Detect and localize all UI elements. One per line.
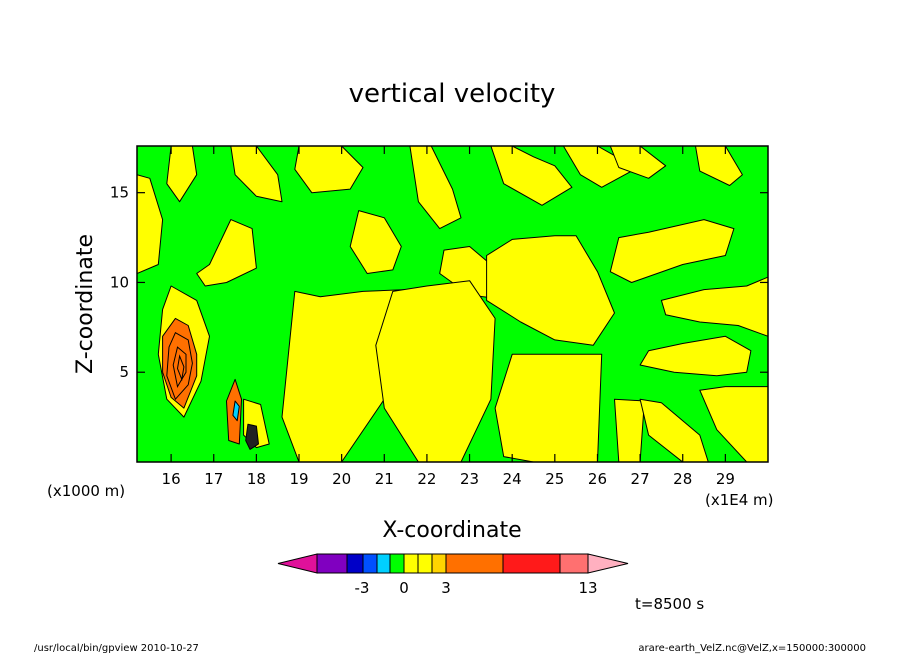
y-tick-label: 5 bbox=[119, 363, 129, 381]
contour-region-17 bbox=[486, 235, 615, 346]
contour-line-3 bbox=[176, 354, 185, 382]
x-tick-label: 25 bbox=[545, 470, 564, 488]
plot-frame bbox=[136, 145, 769, 463]
colorbar-box bbox=[403, 553, 419, 574]
x-tick-label: 18 bbox=[247, 470, 266, 488]
contour-region-28 bbox=[609, 146, 667, 179]
contour-line-1 bbox=[166, 331, 193, 401]
x-tick-label: 20 bbox=[332, 470, 351, 488]
contour-region-18 bbox=[494, 353, 603, 462]
colorbar-label: 0 bbox=[399, 579, 409, 597]
colorbar-upper-extension bbox=[587, 553, 629, 574]
y-axis-label: Z-coordinate bbox=[73, 234, 98, 374]
y-axis-ticks: 5 10 15 bbox=[110, 184, 768, 381]
contour-region-25 bbox=[699, 386, 768, 462]
colorbar-box bbox=[362, 553, 378, 574]
chart-title: vertical velocity bbox=[349, 79, 556, 109]
contour-region-27 bbox=[695, 146, 743, 186]
y-tick-label: 10 bbox=[110, 273, 129, 291]
colorbar-box bbox=[417, 553, 433, 574]
colorbar-box bbox=[316, 553, 348, 574]
contour-region-11 bbox=[294, 146, 364, 194]
colorbar-label: 13 bbox=[578, 579, 597, 597]
colorbar-label: 3 bbox=[441, 579, 451, 597]
x-tick-label: 26 bbox=[588, 470, 607, 488]
x-tick-label: 27 bbox=[631, 470, 650, 488]
contour-region-23 bbox=[660, 276, 768, 337]
contour-region-22 bbox=[609, 219, 735, 283]
contour-region-10 bbox=[230, 146, 283, 203]
colorbar-box bbox=[346, 553, 364, 574]
x-tick-label: 21 bbox=[375, 470, 394, 488]
contour-regions bbox=[137, 146, 768, 462]
contour-region-19 bbox=[614, 398, 645, 462]
colorbar-box bbox=[431, 553, 447, 574]
contour-region-9 bbox=[166, 146, 198, 203]
x-tick-label: 17 bbox=[204, 470, 223, 488]
colorbar-box bbox=[559, 553, 589, 574]
x-tick-label: 16 bbox=[162, 470, 181, 488]
x-tick-label: 22 bbox=[417, 470, 436, 488]
contour-region-14 bbox=[409, 146, 462, 230]
contour-region-26 bbox=[639, 398, 709, 462]
plot-area bbox=[137, 146, 768, 462]
x-tick-label: 29 bbox=[716, 470, 735, 488]
contour-region-16 bbox=[375, 280, 496, 462]
contour-region-8 bbox=[137, 174, 164, 274]
x-axis-label: X-coordinate bbox=[382, 518, 521, 543]
colorbar-box bbox=[389, 553, 405, 574]
colorbar-box bbox=[445, 553, 504, 574]
x-tick-label: 23 bbox=[460, 470, 479, 488]
data-source-label: arare-earth_VelZ.nc@VelZ,x=150000:300000 bbox=[638, 643, 866, 654]
contour-region-7 bbox=[196, 219, 257, 287]
x-tick-label: 28 bbox=[673, 470, 692, 488]
colorbar-box bbox=[502, 553, 561, 574]
contour-region-6 bbox=[232, 400, 240, 422]
x-axis-ticks: 16 17 18 19 20 21 22 23 24 25 26 27 28 29 bbox=[162, 146, 735, 488]
y-tick-label: 15 bbox=[110, 184, 129, 202]
contour-region-20 bbox=[490, 146, 573, 206]
colorbar-labels: -3 0 3 13 bbox=[355, 579, 598, 597]
y-axis-unit-note: (x1000 m) bbox=[47, 482, 125, 500]
colorbar bbox=[277, 553, 629, 574]
program-path-label: /usr/local/bin/gpview 2010-10-27 bbox=[34, 643, 199, 654]
contour-region-5 bbox=[245, 423, 259, 450]
x-tick-label: 24 bbox=[503, 470, 522, 488]
contour-region-24 bbox=[639, 335, 752, 377]
time-label: t=8500 s bbox=[635, 595, 704, 613]
contour-region-13 bbox=[349, 210, 402, 274]
x-tick-label: 19 bbox=[289, 470, 308, 488]
colorbar-box bbox=[376, 553, 391, 574]
colorbar-label: -3 bbox=[355, 579, 370, 597]
contour-lines bbox=[166, 331, 193, 401]
x-axis-unit-note: (x1E4 m) bbox=[705, 491, 774, 509]
